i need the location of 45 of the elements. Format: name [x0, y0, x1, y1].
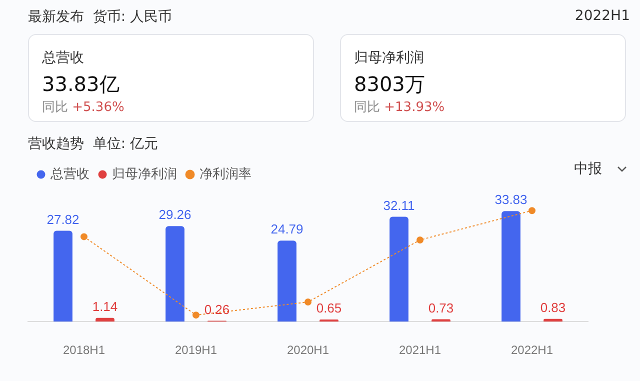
text: 2022H1 — [574, 8, 630, 24]
data-label: 0.73 — [428, 300, 454, 316]
bar — [278, 240, 296, 322]
point — [192, 312, 200, 319]
chart-title: 营收趋势 单位: 亿元 — [28, 136, 158, 152]
text: 同比 — [42, 100, 68, 115]
text: 归母净利润 — [354, 49, 424, 67]
text: 中报 — [574, 160, 602, 178]
x-tick-label: 2020H1 — [286, 343, 330, 358]
text: 货币: 人民币 — [92, 9, 172, 25]
point — [80, 233, 88, 240]
text: 8303万 — [354, 71, 425, 98]
x-tick-label: 2019H1 — [174, 343, 218, 358]
data-label: 29.26 — [158, 207, 192, 222]
bar — [390, 216, 408, 322]
text: 最新发布 — [28, 9, 84, 25]
bar — [432, 319, 450, 322]
bar — [544, 318, 562, 322]
bar — [502, 211, 520, 322]
x-tick-label: 2022H1 — [510, 343, 554, 358]
bar — [96, 318, 114, 322]
data-label: 27.82 — [46, 212, 80, 227]
legend-label: 净利润率 — [200, 166, 252, 182]
point — [528, 207, 536, 214]
data-label: 24.79 — [270, 222, 304, 237]
data-label: 32.11 — [383, 198, 415, 213]
point — [304, 298, 312, 306]
bar — [54, 230, 72, 322]
data-label: 0.26 — [204, 302, 230, 317]
data-label: 33.83 — [494, 192, 528, 208]
legend-label: 归母净利润 — [112, 166, 177, 182]
point — [416, 236, 424, 244]
data-label: 0.65 — [316, 300, 342, 316]
text: 33.83亿 — [42, 71, 120, 98]
legend-label: 总营收 — [50, 166, 90, 182]
text: 总营收 — [42, 49, 84, 67]
bar — [166, 226, 184, 322]
text: +5.36% — [72, 100, 124, 115]
x-tick-label: 2021H1 — [398, 343, 442, 358]
text: 同比 — [354, 100, 380, 115]
bar — [320, 319, 338, 322]
text: +13.93% — [384, 100, 445, 115]
data-label: 0.83 — [540, 300, 566, 315]
x-tick-label: 2018H1 — [62, 343, 106, 358]
data-label: 1.14 — [92, 298, 118, 314]
